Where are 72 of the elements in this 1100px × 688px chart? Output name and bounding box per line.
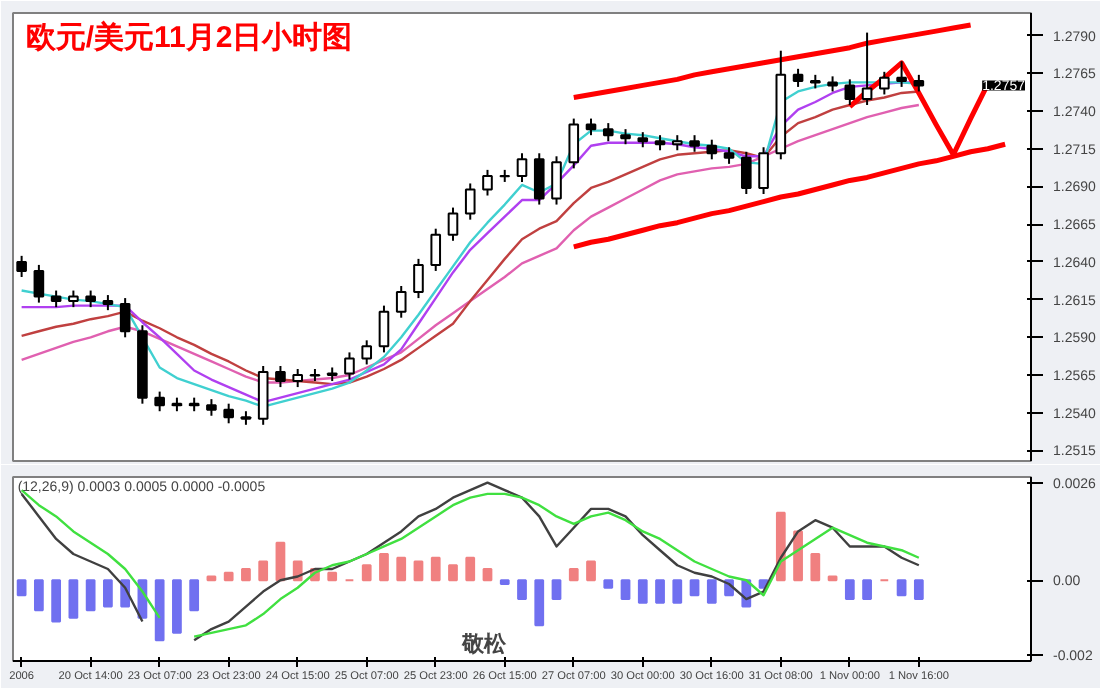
bar xyxy=(896,579,907,597)
bar xyxy=(810,552,821,582)
bar xyxy=(85,579,96,612)
bar xyxy=(534,579,545,627)
candlestick xyxy=(430,227,442,272)
candlestick xyxy=(223,402,234,425)
bar xyxy=(154,579,165,642)
candlestick xyxy=(551,155,562,206)
bar xyxy=(689,579,700,597)
candlestick xyxy=(16,254,27,278)
bar xyxy=(620,579,631,601)
bar xyxy=(551,579,562,601)
candlestick xyxy=(844,78,856,107)
candlestick xyxy=(464,182,476,221)
bar xyxy=(189,579,200,612)
candlestick xyxy=(896,60,907,88)
bar xyxy=(34,579,44,612)
candlestick xyxy=(533,152,545,206)
bar xyxy=(913,579,924,601)
candlestick xyxy=(292,367,304,389)
bar xyxy=(413,560,424,582)
bar xyxy=(103,579,113,608)
candlestick xyxy=(395,285,407,319)
candlestick xyxy=(378,304,390,354)
candlestick xyxy=(257,364,269,426)
bar xyxy=(241,568,251,582)
candlestick xyxy=(568,117,580,170)
candlestick xyxy=(516,152,528,183)
bar xyxy=(172,579,182,634)
candlestick xyxy=(706,138,718,161)
bar xyxy=(396,556,407,582)
candlestick xyxy=(602,122,614,143)
candlestick xyxy=(740,150,752,196)
bar xyxy=(16,579,27,597)
candlestick xyxy=(119,297,131,339)
bar xyxy=(603,579,614,589)
candlestick xyxy=(861,31,873,107)
bar xyxy=(637,579,648,604)
bar xyxy=(586,560,596,582)
bar xyxy=(862,579,872,601)
bar xyxy=(517,579,527,601)
candlestick xyxy=(758,146,769,196)
bar xyxy=(706,579,717,604)
bar xyxy=(672,579,683,604)
candlestick xyxy=(33,263,45,304)
bar xyxy=(68,579,79,619)
bar xyxy=(430,556,441,582)
bar xyxy=(379,552,389,582)
line-series xyxy=(571,22,974,100)
bar xyxy=(844,579,855,601)
bar xyxy=(361,564,372,582)
bar xyxy=(465,556,476,582)
candlestick xyxy=(154,390,165,413)
candlestick xyxy=(792,67,804,88)
bar xyxy=(327,571,338,582)
candlestick xyxy=(275,364,286,389)
annotation: 敬松 xyxy=(459,631,508,657)
bar xyxy=(482,568,493,582)
candlestick xyxy=(361,339,373,366)
bar xyxy=(51,579,62,623)
candlestick xyxy=(413,257,424,300)
candlestick xyxy=(447,206,459,242)
chart-title: 欧元/美元11月2日小时图 xyxy=(25,19,353,55)
candlestick xyxy=(879,70,890,96)
bar xyxy=(223,571,234,582)
bar xyxy=(568,568,579,582)
candlestick xyxy=(344,351,355,381)
candlestick xyxy=(482,168,493,197)
bar xyxy=(258,560,269,582)
bar xyxy=(793,530,803,582)
bar xyxy=(655,579,665,604)
bar xyxy=(448,564,458,582)
